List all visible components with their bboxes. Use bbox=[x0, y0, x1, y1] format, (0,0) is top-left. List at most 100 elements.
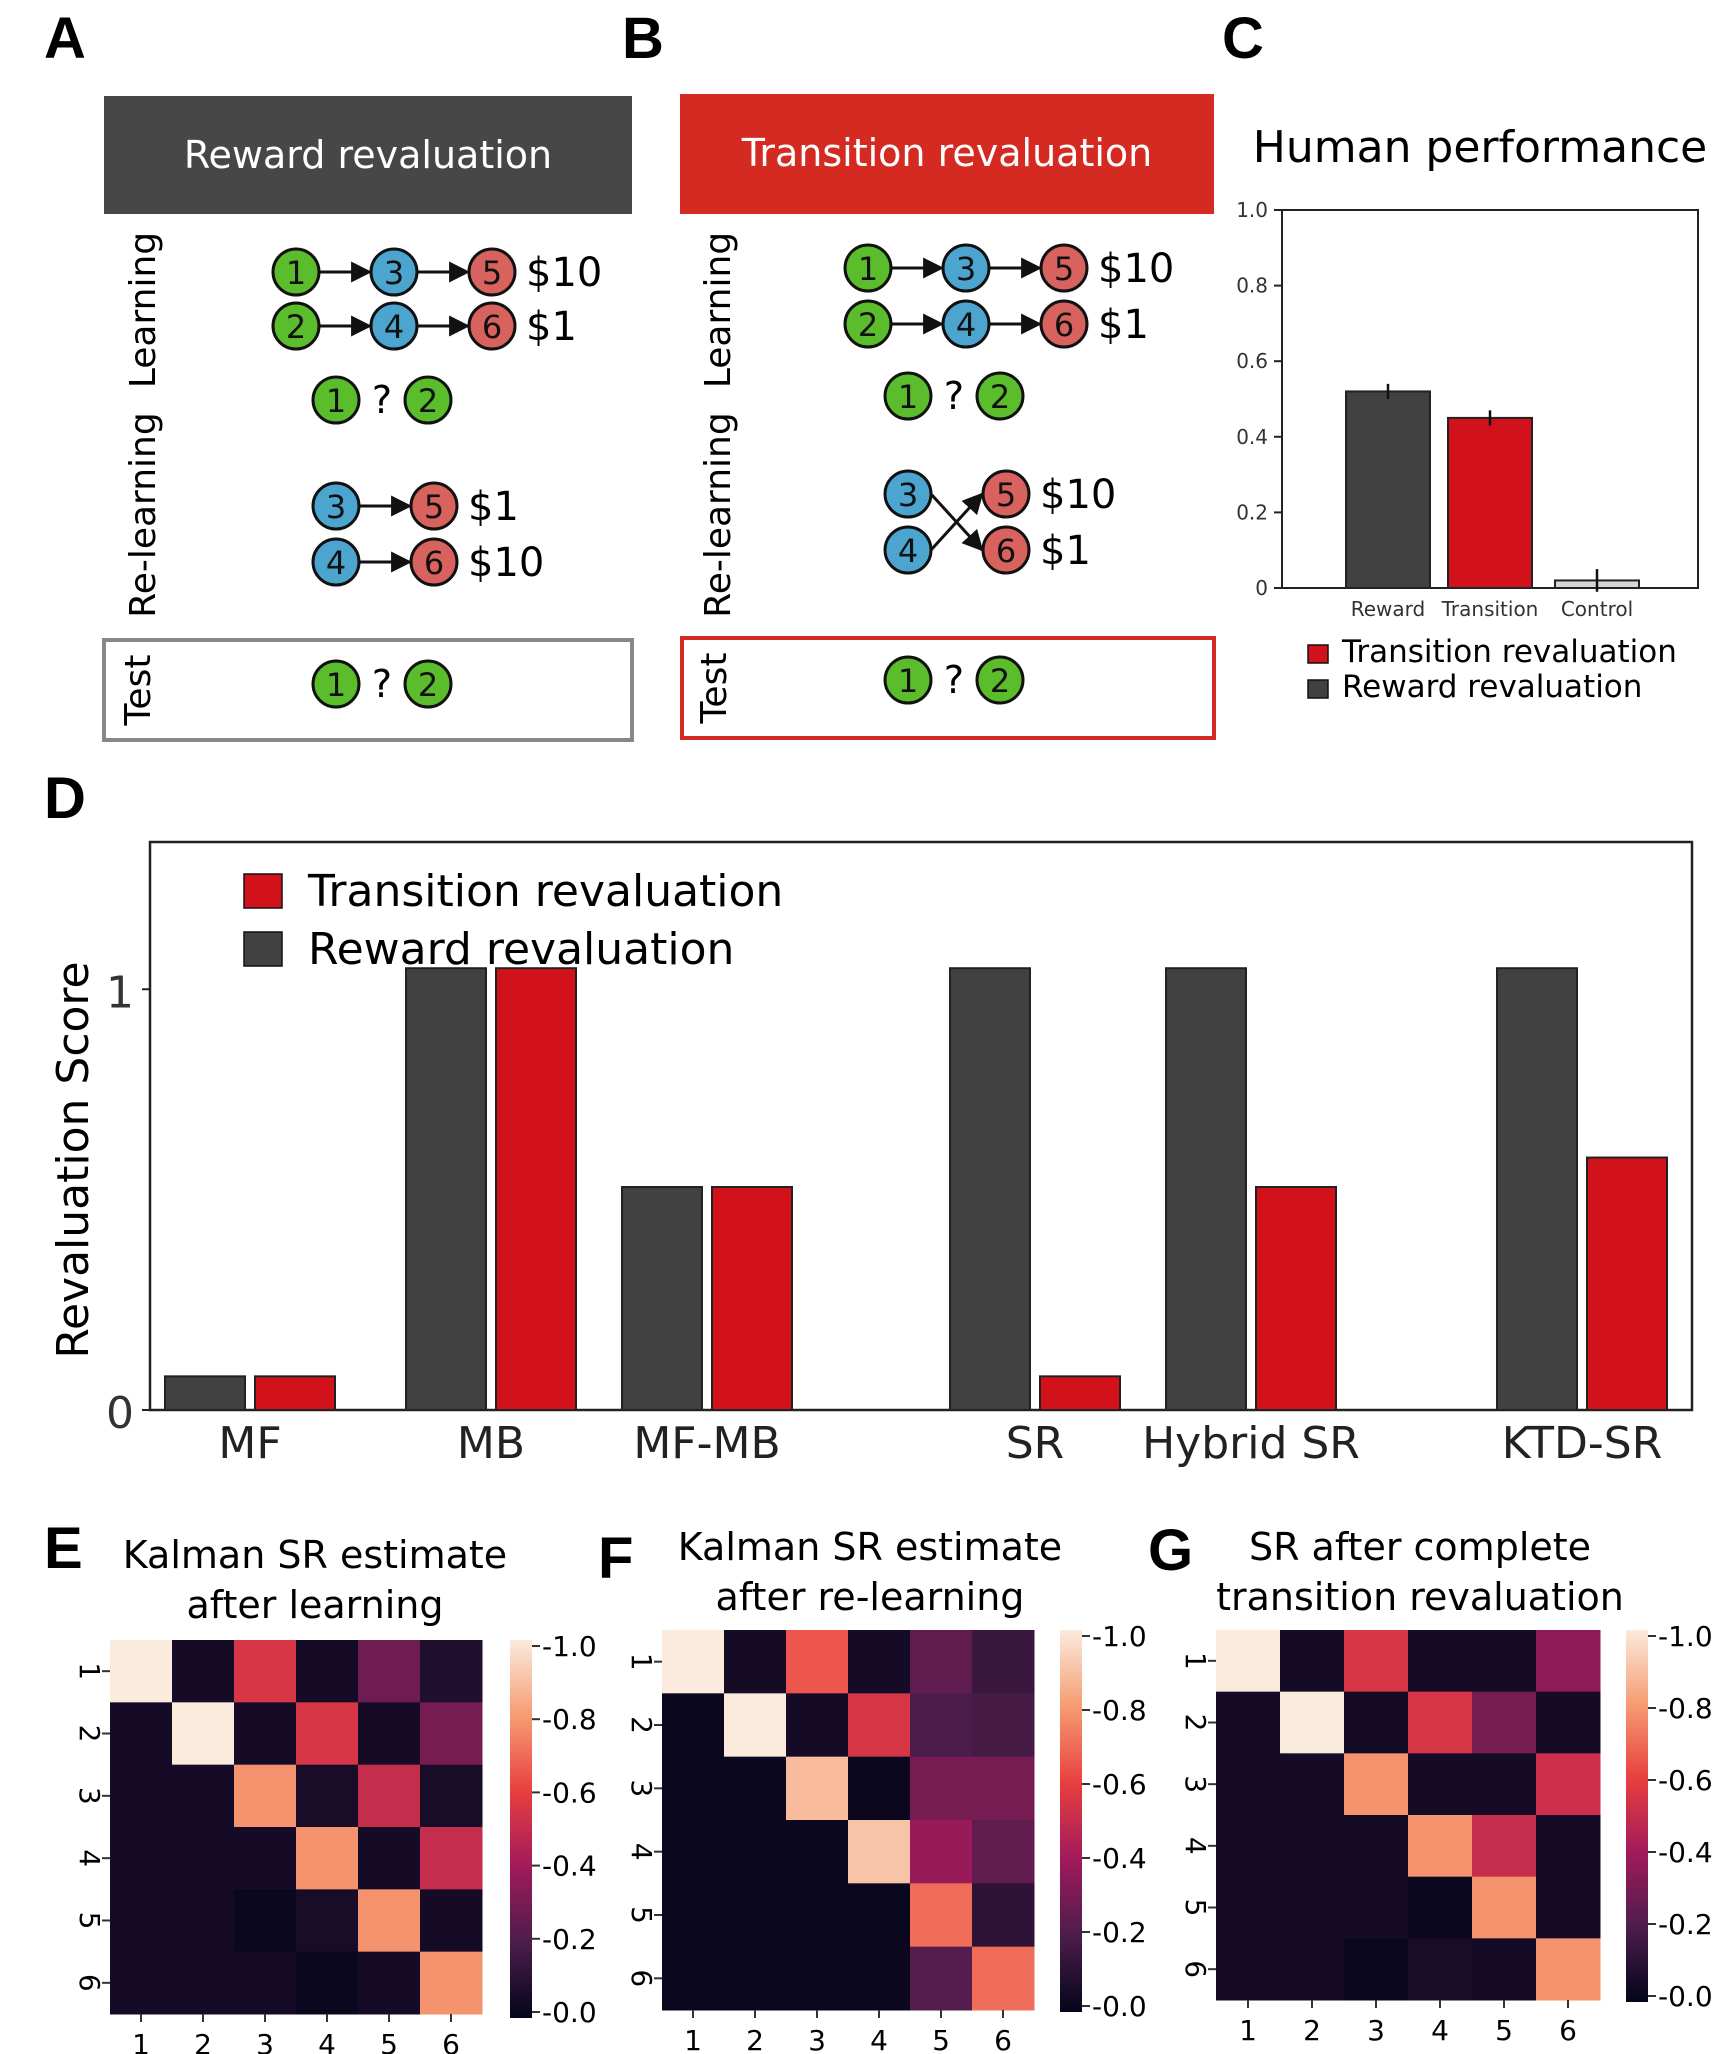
c-ytick-label: 0.8 bbox=[1236, 274, 1268, 298]
g-cell bbox=[1216, 1753, 1281, 1816]
g-cell bbox=[1536, 1938, 1601, 2001]
d-bar-mf-reward bbox=[164, 1375, 246, 1411]
g-colorbar-label: -0.2 bbox=[1658, 1908, 1713, 1941]
d-ytick-label: 1 bbox=[106, 967, 134, 1018]
e-cell bbox=[234, 1640, 297, 1703]
A-node-1-number: 1 bbox=[286, 254, 306, 292]
B-choice-1-node-2-number: 2 bbox=[990, 662, 1010, 700]
A-node-5-circle bbox=[467, 247, 517, 297]
c-xtick-label: Reward bbox=[1351, 597, 1425, 621]
c-ytick-label: 0.6 bbox=[1236, 349, 1268, 373]
c-legend-swatch bbox=[1307, 644, 1329, 664]
f-cell bbox=[786, 1946, 849, 2011]
c-legend-label: Reward revaluation bbox=[1342, 669, 1642, 705]
e-ytick-label: 2 bbox=[73, 1725, 106, 1743]
e-cell bbox=[296, 1640, 359, 1703]
A-relearn-node-6-circle bbox=[409, 537, 459, 587]
B-choice-0-node-1-circle bbox=[883, 371, 933, 421]
g-cell bbox=[1216, 1876, 1281, 1939]
panel-c-title: Human performance bbox=[1253, 122, 1707, 173]
e-cell bbox=[420, 1889, 483, 1953]
e-cell bbox=[172, 1764, 235, 1828]
A-node-1-circle bbox=[271, 247, 321, 297]
g-cell bbox=[1344, 1630, 1409, 1693]
f-colorbar-label: -1.0 bbox=[1092, 1620, 1147, 1653]
panel-c-letter: C bbox=[1222, 6, 1264, 71]
B-reward-learn-1: $1 bbox=[1098, 302, 1149, 348]
d-bar-sr-transition bbox=[1039, 1375, 1121, 1411]
f-cell bbox=[786, 1820, 849, 1884]
e-cell bbox=[172, 1951, 235, 2015]
g-colorbar bbox=[1626, 1630, 1648, 2002]
A-node-6-number: 6 bbox=[482, 308, 502, 346]
g-cell bbox=[1216, 1630, 1281, 1693]
e-cell bbox=[358, 1764, 421, 1828]
A-relearn-node-4-circle bbox=[311, 537, 361, 587]
B-node-3-number: 3 bbox=[956, 250, 976, 288]
B-choice-0-node-2-circle bbox=[975, 371, 1025, 421]
f-colorbar-label: -0.8 bbox=[1092, 1694, 1147, 1727]
d-legend-swatch bbox=[243, 931, 283, 967]
g-cell bbox=[1536, 1691, 1601, 1754]
panel-b-relearning-label: Re-learning bbox=[698, 412, 739, 617]
panel-d-ylabel: Revaluation Score bbox=[48, 961, 99, 1358]
f-cell bbox=[972, 1946, 1035, 2011]
B-relearn-node-6-circle bbox=[981, 525, 1031, 575]
g-cell bbox=[1536, 1876, 1601, 1939]
d-xtick-label: Hybrid SR bbox=[1142, 1418, 1360, 1469]
e-cell bbox=[420, 1827, 483, 1890]
f-cell bbox=[848, 1883, 911, 1948]
g-xtick-label: 5 bbox=[1495, 2014, 1513, 2047]
g-colorbar-label: -0.4 bbox=[1658, 1836, 1713, 1869]
B-relearn-node-4-number: 4 bbox=[898, 532, 918, 570]
d-xtick-label: MB bbox=[457, 1418, 525, 1469]
d-legend-label: Transition revaluation bbox=[307, 866, 783, 917]
d-bar-mf-mb-transition bbox=[711, 1186, 793, 1412]
f-cell bbox=[786, 1883, 849, 1948]
d-axes-frame bbox=[148, 840, 1694, 1412]
e-cell bbox=[172, 1702, 235, 1766]
f-cell bbox=[662, 1756, 725, 1821]
e-ytick-label: 6 bbox=[73, 1974, 106, 1992]
g-cell bbox=[1408, 1753, 1473, 1816]
B-choice-1-node-1-circle bbox=[883, 655, 933, 705]
f-cell bbox=[662, 1693, 725, 1758]
f-cell bbox=[662, 1883, 725, 1948]
f-ytick-label: 5 bbox=[625, 1906, 658, 1924]
panel-a-test-label: Test bbox=[118, 655, 159, 727]
g-cell bbox=[1280, 1691, 1345, 1754]
f-xtick-label: 3 bbox=[808, 2024, 826, 2054]
g-xtick-label: 2 bbox=[1303, 2014, 1321, 2047]
A-choice-1-node-1-number: 1 bbox=[326, 666, 346, 704]
B-node-3-circle bbox=[941, 243, 991, 293]
g-title-line: transition revaluation bbox=[1216, 1575, 1624, 1619]
e-cell bbox=[234, 1889, 297, 1953]
e-title-line: after learning bbox=[186, 1583, 443, 1627]
g-cell bbox=[1280, 1938, 1345, 2001]
e-cell bbox=[110, 1951, 173, 2015]
A-node-4-circle bbox=[369, 301, 419, 351]
B-node-1-circle bbox=[843, 243, 893, 293]
f-cell bbox=[848, 1756, 911, 1821]
g-cell bbox=[1216, 1938, 1281, 2001]
f-title-line: Kalman SR estimate bbox=[678, 1525, 1062, 1569]
c-legend-label: Transition revaluation bbox=[1341, 634, 1677, 670]
A-node-6-circle bbox=[467, 301, 517, 351]
g-ytick-label: 2 bbox=[1179, 1714, 1212, 1732]
e-cell bbox=[296, 1764, 359, 1828]
f-cell bbox=[724, 1820, 787, 1884]
e-cell bbox=[234, 1764, 297, 1828]
B-reward-relearn-6: $1 bbox=[1040, 528, 1091, 574]
f-cell bbox=[910, 1630, 973, 1694]
A-choice-1-node-1-circle bbox=[311, 659, 361, 709]
c-xtick-label: Transition bbox=[1441, 597, 1539, 621]
A-node-2-circle bbox=[271, 301, 321, 351]
e-cell bbox=[358, 1889, 421, 1953]
f-cell bbox=[972, 1693, 1035, 1758]
f-cell bbox=[786, 1630, 849, 1694]
B-relearn-node-6-number: 6 bbox=[996, 532, 1016, 570]
e-cell bbox=[358, 1951, 421, 2015]
e-cell bbox=[172, 1640, 235, 1703]
A-reward-relearn-5: $1 bbox=[468, 484, 519, 530]
B-choice-1-node-2-circle bbox=[975, 655, 1025, 705]
